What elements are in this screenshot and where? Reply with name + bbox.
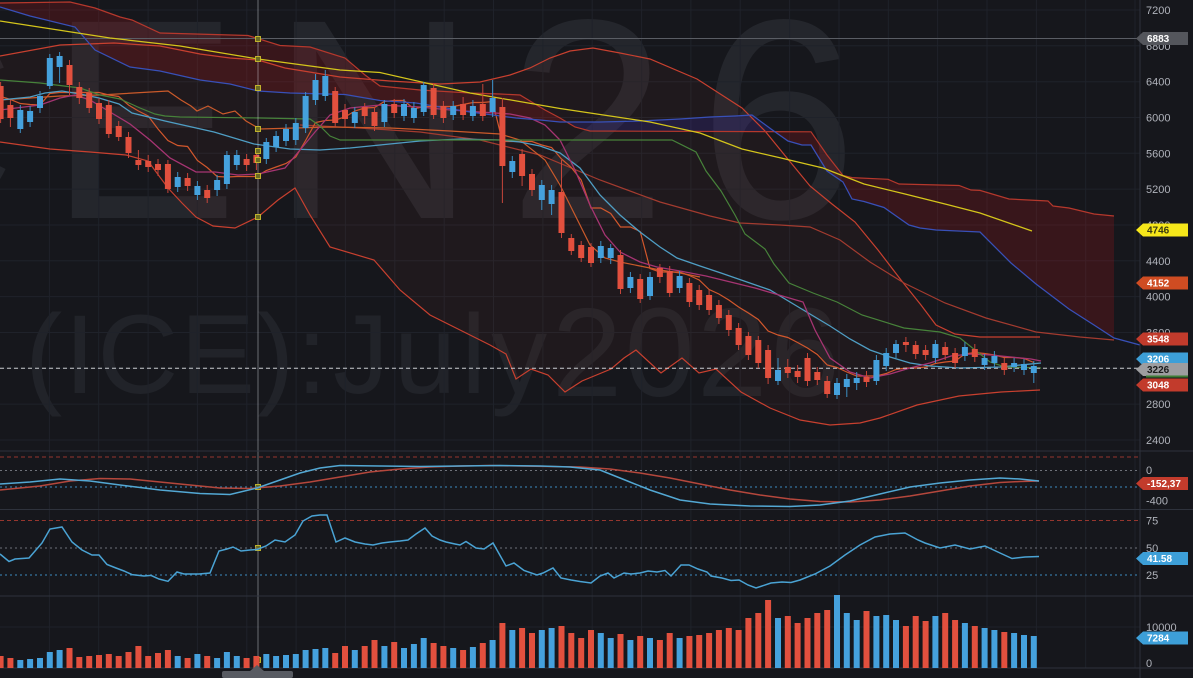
- svg-text:4746: 4746: [1147, 226, 1170, 237]
- svg-text:6883: 6883: [1147, 34, 1170, 45]
- svg-text:July: July: [333, 292, 552, 417]
- svg-text:7200: 7200: [1146, 5, 1170, 17]
- svg-text:5600: 5600: [1146, 148, 1170, 160]
- svg-text:75: 75: [1146, 516, 1158, 528]
- svg-text:6400: 6400: [1146, 77, 1170, 89]
- svg-text:4152: 4152: [1147, 279, 1170, 290]
- svg-text:(ICE):: (ICE):: [25, 292, 329, 417]
- svg-text:4400: 4400: [1146, 256, 1170, 268]
- svg-text:-152,37: -152,37: [1147, 479, 1181, 490]
- svg-text:25: 25: [1146, 570, 1158, 582]
- svg-text:2026: 2026: [552, 282, 842, 423]
- svg-text:3226: 3226: [1147, 365, 1170, 376]
- svg-text:6000: 6000: [1146, 113, 1170, 125]
- svg-text:2800: 2800: [1146, 399, 1170, 411]
- svg-text:3206: 3206: [1147, 355, 1170, 366]
- svg-text:0: 0: [1146, 465, 1152, 477]
- svg-text:2400: 2400: [1146, 435, 1170, 447]
- svg-text:-400: -400: [1146, 496, 1168, 508]
- svg-text:3048: 3048: [1147, 381, 1170, 392]
- svg-text:41.58: 41.58: [1147, 554, 1172, 565]
- svg-text:3548: 3548: [1147, 335, 1170, 346]
- svg-text:4000: 4000: [1146, 292, 1170, 304]
- svg-text:5200: 5200: [1146, 184, 1170, 196]
- svg-text:7284: 7284: [1147, 634, 1170, 645]
- svg-text:10000: 10000: [1146, 622, 1177, 634]
- svg-text:0: 0: [1146, 658, 1152, 670]
